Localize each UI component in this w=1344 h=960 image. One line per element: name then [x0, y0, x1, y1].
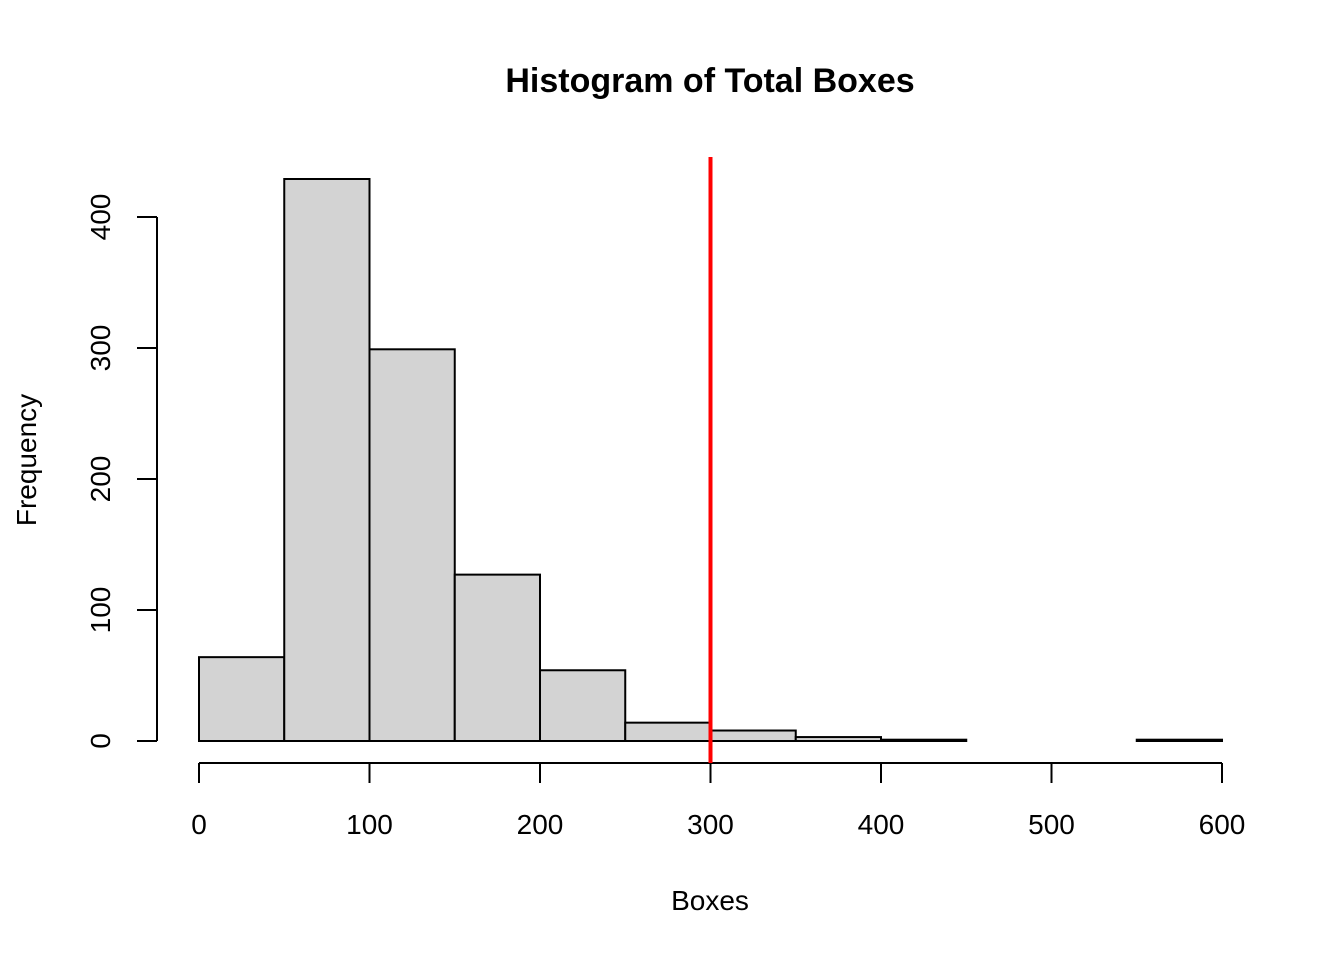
x-tick-label: 400	[858, 809, 905, 840]
x-axis: 0 100 200 300 400 500 600	[191, 762, 1246, 840]
y-tick-label: 200	[85, 456, 116, 503]
y-axis-label: Frequency	[11, 394, 42, 526]
y-tick-label: 300	[85, 325, 116, 372]
y-tick-label: 100	[85, 587, 116, 634]
histogram-bar	[453, 573, 541, 742]
histogram-bar	[283, 178, 371, 742]
x-tick-label: 500	[1028, 809, 1075, 840]
histogram-bar	[880, 738, 968, 743]
x-tick-label: 100	[346, 809, 393, 840]
histogram-bar	[709, 729, 797, 743]
histogram-bars	[198, 178, 1223, 743]
histogram-bar	[539, 669, 627, 742]
histogram-bar	[368, 348, 456, 742]
x-tick-label: 600	[1199, 809, 1246, 840]
y-tick-label: 400	[85, 194, 116, 241]
histogram-bar	[624, 721, 712, 742]
x-tick-label: 300	[687, 809, 734, 840]
x-tick-label: 200	[517, 809, 564, 840]
x-axis-label: Boxes	[671, 885, 749, 916]
histogram-bar	[1135, 738, 1223, 743]
y-axis: 0 100 200 300 400	[85, 194, 158, 749]
chart-title: Histogram of Total Boxes	[505, 62, 914, 100]
x-tick-label: 0	[191, 809, 207, 840]
histogram-bar	[794, 736, 882, 743]
y-tick-label: 0	[85, 733, 116, 749]
histogram-bar	[198, 656, 286, 742]
